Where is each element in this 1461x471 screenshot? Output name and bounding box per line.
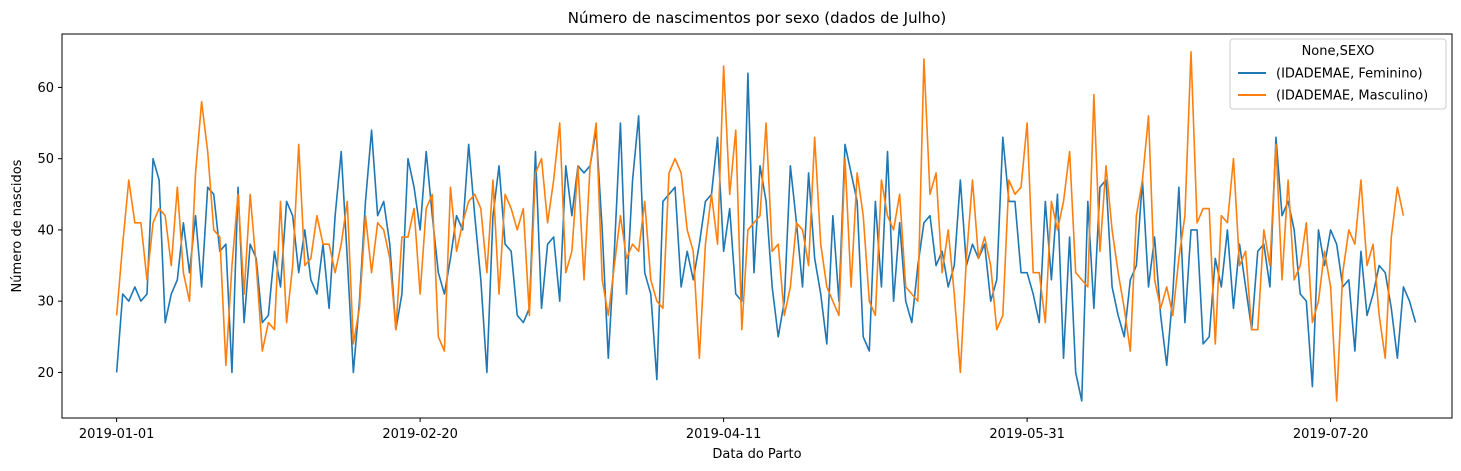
x-tick-label: 2019-07-20 [1293, 427, 1369, 442]
y-tick-label: 20 [37, 366, 54, 381]
series-line-feminino [115, 72, 1417, 402]
y-axis: 20 30 40 50 60 [37, 81, 62, 381]
legend-label: (IDADEMAE, Feminino) [1276, 67, 1423, 82]
plot-area [61, 33, 1453, 419]
y-axis-title: Número de nascidos [10, 159, 25, 292]
y-tick-label: 60 [37, 81, 54, 96]
x-tick-label: 2019-01-01 [79, 427, 155, 442]
y-tick-label: 30 [37, 295, 54, 310]
y-tick-label: 50 [37, 152, 54, 167]
x-tick-label: 2019-02-20 [382, 427, 458, 442]
legend-box [1229, 38, 1447, 110]
y-tick-label: 40 [37, 223, 54, 238]
chart-title: Número de nascimentos por sexo (dados de… [568, 9, 947, 27]
x-tick-label: 2019-04-11 [686, 427, 762, 442]
x-tick-label: 2019-05-31 [989, 427, 1065, 442]
axes-frame [61, 33, 1453, 419]
legend: None,SEXO (IDADEMAE, Feminino) (IDADEMAE,… [1229, 38, 1447, 110]
series-line-masculino [115, 51, 1405, 402]
legend-title: None,SEXO [1302, 44, 1375, 59]
x-axis-title: Data do Parto [712, 447, 801, 462]
legend-label: (IDADEMAE, Masculino) [1276, 89, 1428, 104]
x-axis: 2019-01-01 2019-02-20 2019-04-11 2019-05-31… [79, 418, 1369, 442]
